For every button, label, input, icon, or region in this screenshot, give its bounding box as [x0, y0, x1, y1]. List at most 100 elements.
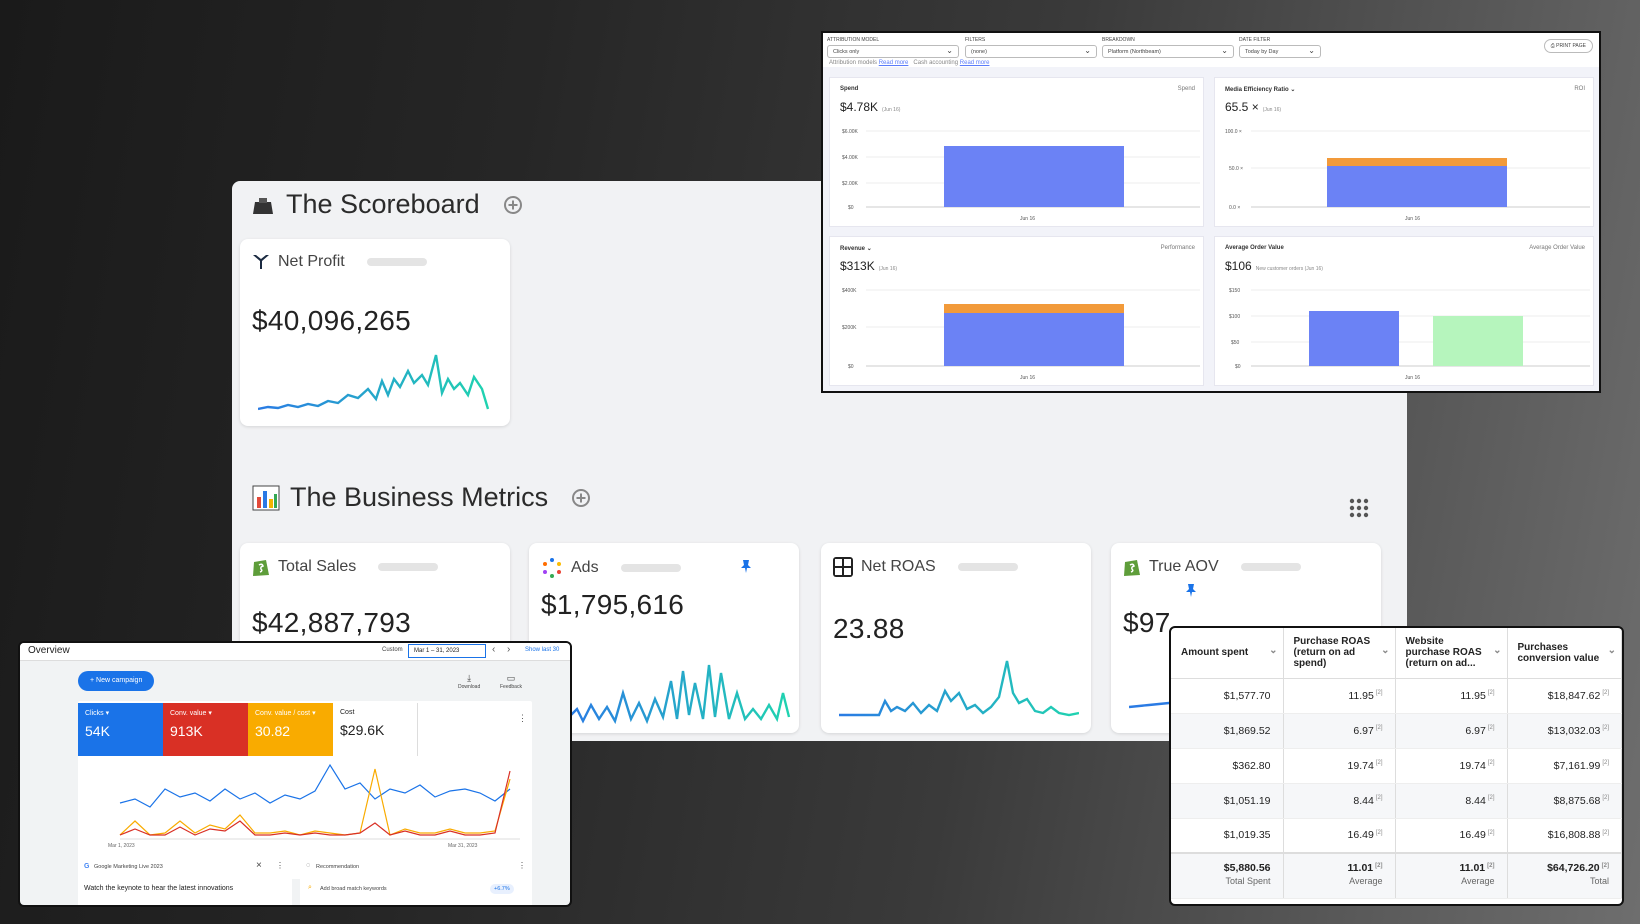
- table-header-row: Amount spent Purchase ROAS (return on ad…: [1171, 628, 1622, 679]
- kpi-conv-value-cost[interactable]: Conv. value / cost ▾ 30.82: [248, 703, 333, 756]
- chevron-down-icon[interactable]: ⌄: [866, 246, 872, 252]
- bar: [944, 313, 1124, 366]
- net-roas-card[interactable]: Net ROAS 23.88: [821, 543, 1091, 733]
- net-profit-value: $40,096,265: [252, 305, 412, 336]
- table-row: $362.80 19.74 [2] 19.74 [2] $7,161.99 [2]: [1171, 748, 1622, 784]
- placeholder-pill: [957, 563, 1018, 571]
- true-aov-label: True AOV: [1149, 558, 1219, 575]
- tick-label: 50.0 ×: [1229, 166, 1243, 172]
- feedback-label: Feedback: [500, 684, 522, 690]
- bar: [1327, 158, 1507, 166]
- x-tick-label: Jun 16: [1020, 375, 1035, 381]
- total-cell: 11.01 [2] Average: [1283, 852, 1396, 899]
- net-profit-card[interactable]: Net Profit $40,096,265: [240, 239, 510, 426]
- chevron-down-icon[interactable]: ⌄: [1290, 87, 1296, 93]
- filter-label: FILTERS: [965, 37, 986, 43]
- aov-bar-chart: $150 $100 $50 $0 Jun 16: [1229, 288, 1590, 381]
- table-totals-row: $5,880.56 Total Spent 11.01 [2] Average 11.…: [1171, 852, 1622, 899]
- filter-label: BREAKDOWN: [1102, 37, 1135, 43]
- bar: [944, 146, 1124, 207]
- total-sales-value: $42,887,793: [252, 607, 412, 638]
- more-options-icon[interactable]: ⋮: [276, 861, 284, 870]
- chart-value: $106: [1225, 259, 1252, 273]
- mer-chart-card[interactable]: Media Efficiency Ratio ⌄ ROI 65.5 × (Jun …: [1214, 77, 1594, 227]
- column-header-purchases-conversion-value[interactable]: Purchases conversion value: [1507, 628, 1622, 679]
- new-campaign-label: New campaign: [96, 677, 143, 684]
- table-cell: 8.44 [2]: [1283, 783, 1396, 819]
- attribution-model-select[interactable]: Clicks only: [827, 45, 959, 58]
- revenue-chart-card[interactable]: Revenue ⌄ Performance $313K (Jun 16) $400…: [829, 236, 1204, 386]
- chart-value: 65.5 ×: [1225, 100, 1259, 114]
- pin-icon[interactable]: [1185, 583, 1197, 597]
- spend-chart-card[interactable]: Spend Spend $4.78K (Jun 16) $6.00K $4.00K…: [829, 77, 1204, 227]
- filters-filter[interactable]: FILTERS (none): [965, 37, 1097, 58]
- chart-sub: (Jun 16): [878, 266, 898, 272]
- breakdown-select[interactable]: Platform (Northbeam): [1102, 45, 1234, 58]
- table-cell: 8.44 [2]: [1395, 783, 1508, 819]
- plus-icon: +: [90, 677, 97, 684]
- date-filter-select[interactable]: Today by Day: [1239, 45, 1321, 58]
- filters-select[interactable]: (none): [965, 45, 1097, 58]
- placeholder-pill: [366, 258, 427, 266]
- print-page-button[interactable]: ⎙ PRINT PAGE: [1543, 39, 1593, 53]
- kpi-value: 54K: [85, 723, 110, 739]
- kpi-label: Conv. value ▾: [170, 710, 212, 717]
- net-roas-value: 23.88: [833, 613, 905, 644]
- read-more-link[interactable]: Read more: [878, 60, 909, 66]
- download-label: Download: [458, 684, 481, 690]
- more-options-icon[interactable]: ⋮: [518, 713, 527, 723]
- aov-chart-card[interactable]: Average Order Value Average Order Value …: [1214, 236, 1594, 386]
- grid-menu-icon[interactable]: [1349, 498, 1369, 518]
- marketing-live-card[interactable]: G Google Marketing Live 2023 × ⋮ Watch t…: [78, 857, 292, 905]
- performance-line-chart: [119, 763, 520, 840]
- close-icon[interactable]: ×: [256, 860, 262, 871]
- chevron-left-icon[interactable]: ‹: [492, 644, 496, 655]
- kpi-cost[interactable]: Cost $29.6K: [333, 703, 418, 756]
- date-filter[interactable]: DATE FILTER Today by Day: [1239, 37, 1321, 58]
- shopify-icon: [1124, 560, 1140, 576]
- download-icon: ⤓: [467, 673, 472, 683]
- card-title: Google Marketing Live 2023: [94, 864, 163, 870]
- column-header-amount-spent[interactable]: Amount spent: [1171, 628, 1284, 679]
- ads-logo-icon: [543, 558, 561, 578]
- pin-icon[interactable]: [740, 559, 752, 573]
- date-range-picker[interactable]: Mar 1 – 31, 2023: [408, 644, 486, 658]
- more-options-icon[interactable]: ⋮: [518, 861, 526, 870]
- chevron-right-icon[interactable]: ›: [507, 644, 511, 655]
- chart-value: $313K: [840, 259, 875, 273]
- placeholder-pill: [378, 563, 439, 571]
- bar: [1433, 316, 1523, 366]
- new-campaign-button[interactable]: + New campaign: [78, 671, 155, 691]
- tick-label: $4.00K: [842, 155, 859, 161]
- note-text: Cash accounting: [913, 60, 959, 66]
- table-cell: $1,051.19: [1171, 783, 1284, 819]
- add-scoreboard-metric-icon[interactable]: [503, 195, 522, 214]
- ads-card[interactable]: Ads $1,795,616: [529, 543, 799, 733]
- search-icon: ⌕: [308, 884, 312, 891]
- x-tick-label: Jun 16: [1020, 216, 1035, 222]
- spend-bar-chart: $6.00K $4.00K $2.00K $0 Jun 16: [842, 129, 1200, 222]
- x-tick-label: Jun 16: [1405, 216, 1420, 222]
- attribution-model-filter[interactable]: ATTRIBUTION MODEL Clicks only: [827, 37, 959, 58]
- ads-label: Ads: [571, 559, 599, 576]
- total-sales-label: Total Sales: [278, 558, 357, 575]
- tick-label: $2.00K: [842, 181, 859, 187]
- tick-label: $150: [1229, 288, 1240, 294]
- breakdown-filter[interactable]: BREAKDOWN Platform (Northbeam): [1102, 37, 1234, 58]
- download-button[interactable]: ⤓ Download: [458, 673, 480, 690]
- calculator-icon: [833, 557, 853, 577]
- add-business-metric-icon[interactable]: [572, 488, 591, 507]
- feedback-button[interactable]: ▭ Feedback: [500, 673, 522, 690]
- kpi-clicks[interactable]: Clicks ▾ 54K: [78, 703, 163, 756]
- show-last-link[interactable]: Show last 30: [525, 647, 560, 653]
- recommendation-card[interactable]: ◌ Recommendation ⋮ ⌕ Add broad match key…: [300, 857, 532, 905]
- column-header-website-purchase-roas[interactable]: Website purchase ROAS (return on ad...: [1395, 628, 1508, 679]
- kpi-conv-value[interactable]: Conv. value ▾ 913K: [163, 703, 248, 756]
- table-cell: $1,019.35: [1171, 818, 1284, 854]
- table-cell: 11.95 [2]: [1283, 678, 1396, 714]
- feedback-icon: ▭: [506, 673, 516, 683]
- table-cell: 6.97 [2]: [1395, 713, 1508, 749]
- column-header-purchase-roas[interactable]: Purchase ROAS (return on ad spend): [1283, 628, 1396, 679]
- chart-sub: (Jun 16): [882, 107, 901, 113]
- read-more-link[interactable]: Read more: [959, 60, 990, 66]
